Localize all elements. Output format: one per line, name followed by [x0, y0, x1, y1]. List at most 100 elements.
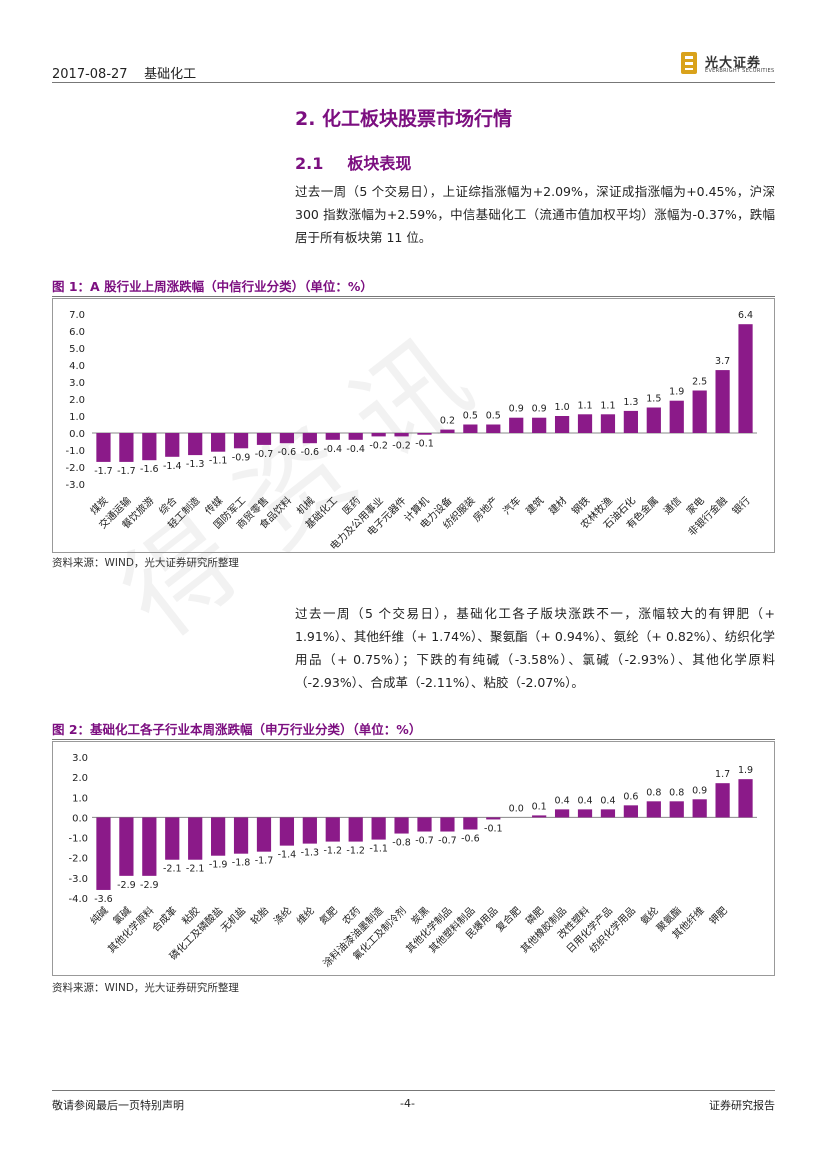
- data-label: 1.9: [669, 387, 684, 398]
- data-label: -1.3: [186, 459, 205, 470]
- subsection-title: 2.1 板块表现: [295, 150, 411, 174]
- bar: [600, 414, 616, 433]
- data-label: -1.6: [140, 464, 159, 475]
- bar: [302, 433, 317, 444]
- data-label: 0.2: [440, 416, 455, 427]
- footer-report-type: 证券研究报告: [709, 1099, 775, 1112]
- figure2-source: 资料来源：WIND，光大证券研究所整理: [52, 982, 239, 994]
- bar: [211, 817, 226, 856]
- data-label: 3.7: [715, 356, 730, 367]
- data-label: 1.3: [623, 397, 638, 408]
- data-label: -0.6: [278, 447, 297, 458]
- bar: [142, 433, 157, 461]
- bar: [142, 817, 157, 876]
- bar: [394, 433, 409, 437]
- data-label: -0.7: [415, 836, 434, 847]
- category-label: 建材: [546, 494, 569, 517]
- y-tick-label: -3.0: [68, 874, 88, 885]
- bar: [463, 817, 478, 830]
- bar: [715, 783, 730, 818]
- data-label: -0.1: [415, 439, 434, 450]
- y-tick-label: 1.0: [69, 412, 85, 423]
- bar: [646, 407, 661, 433]
- y-tick-label: 3.0: [72, 753, 88, 764]
- category-label: 合成革: [149, 904, 179, 934]
- bar: [211, 433, 226, 452]
- bar: [302, 817, 317, 844]
- bar: [509, 417, 524, 433]
- data-label: 2.5: [692, 377, 707, 388]
- category-label: 银行: [729, 494, 752, 517]
- bar: [692, 390, 707, 433]
- bar: [623, 805, 638, 818]
- bar: [577, 809, 593, 818]
- data-label: -0.2: [369, 440, 388, 451]
- data-label: -1.1: [369, 844, 388, 855]
- bar: [463, 424, 478, 433]
- bar: [417, 817, 432, 832]
- bar: [348, 817, 363, 842]
- category-label: 汽车: [500, 494, 523, 517]
- data-label: 0.5: [463, 411, 478, 422]
- bar: [165, 433, 180, 457]
- data-label: -0.2: [392, 440, 411, 451]
- bar: [233, 817, 249, 854]
- bar: [623, 410, 638, 433]
- subsection-text: 板块表现: [347, 154, 412, 173]
- chart-frame: [52, 298, 775, 553]
- data-label: -2.9: [140, 880, 159, 891]
- footer-rule: [52, 1090, 775, 1091]
- bar: [325, 433, 340, 440]
- figure2-title: 图 2：基础化工各子行业本周涨跌幅（申万行业分类）（单位：%）: [52, 722, 422, 737]
- bar: [669, 400, 684, 433]
- bar: [233, 433, 249, 449]
- category-label: 维纶: [294, 904, 317, 927]
- data-label: 0.9: [692, 785, 707, 796]
- bar: [119, 817, 134, 876]
- footer-disclaimer: 敬请参阅最后一页特别声明: [52, 1099, 184, 1112]
- y-tick-label: -2.0: [68, 854, 88, 865]
- category-label: 建筑: [523, 494, 546, 517]
- bar: [554, 416, 570, 433]
- bar: [325, 817, 340, 842]
- y-tick-label: -2.0: [65, 463, 85, 474]
- category-label: 通信: [661, 495, 684, 518]
- data-label: -3.6: [94, 894, 113, 905]
- data-label: 0.6: [623, 791, 638, 802]
- data-label: 0.4: [577, 795, 592, 806]
- bar: [371, 817, 386, 840]
- y-tick-label: 0.0: [72, 813, 88, 824]
- figure1-source: 资料来源：WIND，光大证券研究所整理: [52, 557, 239, 569]
- category-label: 钾肥: [706, 904, 729, 927]
- y-tick-label: 3.0: [69, 378, 85, 389]
- y-tick-label: 5.0: [69, 344, 85, 355]
- data-label: 0.4: [600, 795, 615, 806]
- data-label: 1.7: [715, 769, 730, 780]
- data-label: -0.1: [484, 823, 503, 834]
- data-label: 0.8: [669, 787, 684, 798]
- category-label: 复合肥: [493, 904, 523, 934]
- data-label: -1.4: [278, 850, 297, 861]
- bar: [256, 817, 272, 852]
- y-tick-label: 2.0: [69, 395, 85, 406]
- figure1-bar-chart: 7.0 6.0 5.0 4.0 3.0 2.0 1.0 0.0 -1.0 -2.0 -3.0 -1.7…: [52, 298, 775, 553]
- bar: [486, 817, 501, 820]
- header-date: 2017-08-27: [52, 67, 128, 82]
- bar: [119, 433, 134, 462]
- y-tick-label: -1.0: [68, 834, 88, 845]
- data-label: 6.4: [738, 310, 753, 321]
- data-label: 0.9: [509, 404, 524, 415]
- data-label: 0.8: [646, 787, 661, 798]
- data-label: -0.6: [461, 834, 480, 845]
- section-title: 2. 化工板块股票市场行情: [295, 108, 513, 130]
- bar: [188, 817, 203, 860]
- data-label: 1.9: [738, 765, 753, 776]
- y-tick-label: 4.0: [69, 361, 85, 372]
- data-label: -0.8: [392, 838, 411, 849]
- bar: [554, 809, 570, 818]
- category-label: 涤纶: [271, 904, 294, 927]
- bar: [486, 424, 501, 433]
- figure2-bar-chart: 3.0 2.0 1.0 0.0 -1.0 -2.0 -3.0 -4.0 -3.6 -2.9 -2.9…: [52, 741, 775, 976]
- bar: [96, 433, 111, 462]
- category-label: 无机盐: [218, 904, 248, 934]
